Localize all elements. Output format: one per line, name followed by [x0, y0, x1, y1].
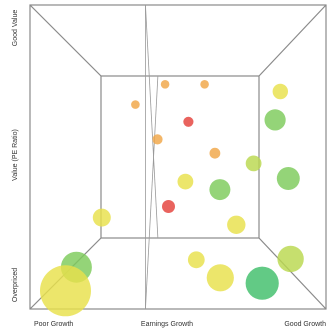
bubble-point	[209, 179, 231, 201]
x-axis-title: Earnings Growth	[141, 321, 193, 328]
mid-line-b	[145, 75, 159, 310]
bubble-point	[183, 116, 194, 127]
depth-edge-4	[258, 237, 327, 310]
bubble-point	[209, 147, 221, 159]
front-face	[29, 4, 327, 310]
bubble-point	[160, 80, 170, 89]
bubble-point	[187, 251, 205, 269]
bubble-point	[264, 109, 286, 131]
axis-labels: Poor Growth Earnings Growth Good Growth …	[12, 10, 326, 328]
bubble-point	[245, 266, 279, 300]
bubble-point	[200, 80, 209, 89]
bubble-layer	[40, 80, 304, 317]
bubble-point	[131, 100, 140, 109]
depth-edge-1	[29, 4, 102, 77]
bubble-point	[206, 264, 234, 292]
mid-line-a	[145, 4, 159, 239]
bubble-point	[162, 200, 175, 213]
bubble-point	[40, 265, 91, 317]
bubble-point	[277, 245, 304, 273]
y-axis-min-label: Overpriced	[12, 268, 19, 302]
y-axis-max-label: Good Value	[12, 10, 19, 47]
bubble-point	[152, 134, 163, 145]
bubble-point	[177, 173, 194, 190]
bubble-point	[276, 167, 300, 190]
depth-edge-2	[258, 4, 327, 77]
bubble-point	[272, 83, 288, 100]
x-axis-min-label: Poor Growth	[34, 321, 73, 328]
back-face	[100, 75, 260, 239]
bubble-point	[92, 208, 111, 227]
y-axis-title: Value (PE Ratio)	[12, 129, 19, 181]
x-axis-max-label: Good Growth	[284, 321, 326, 328]
bubble-point	[227, 215, 246, 234]
bubble-point	[245, 155, 262, 172]
